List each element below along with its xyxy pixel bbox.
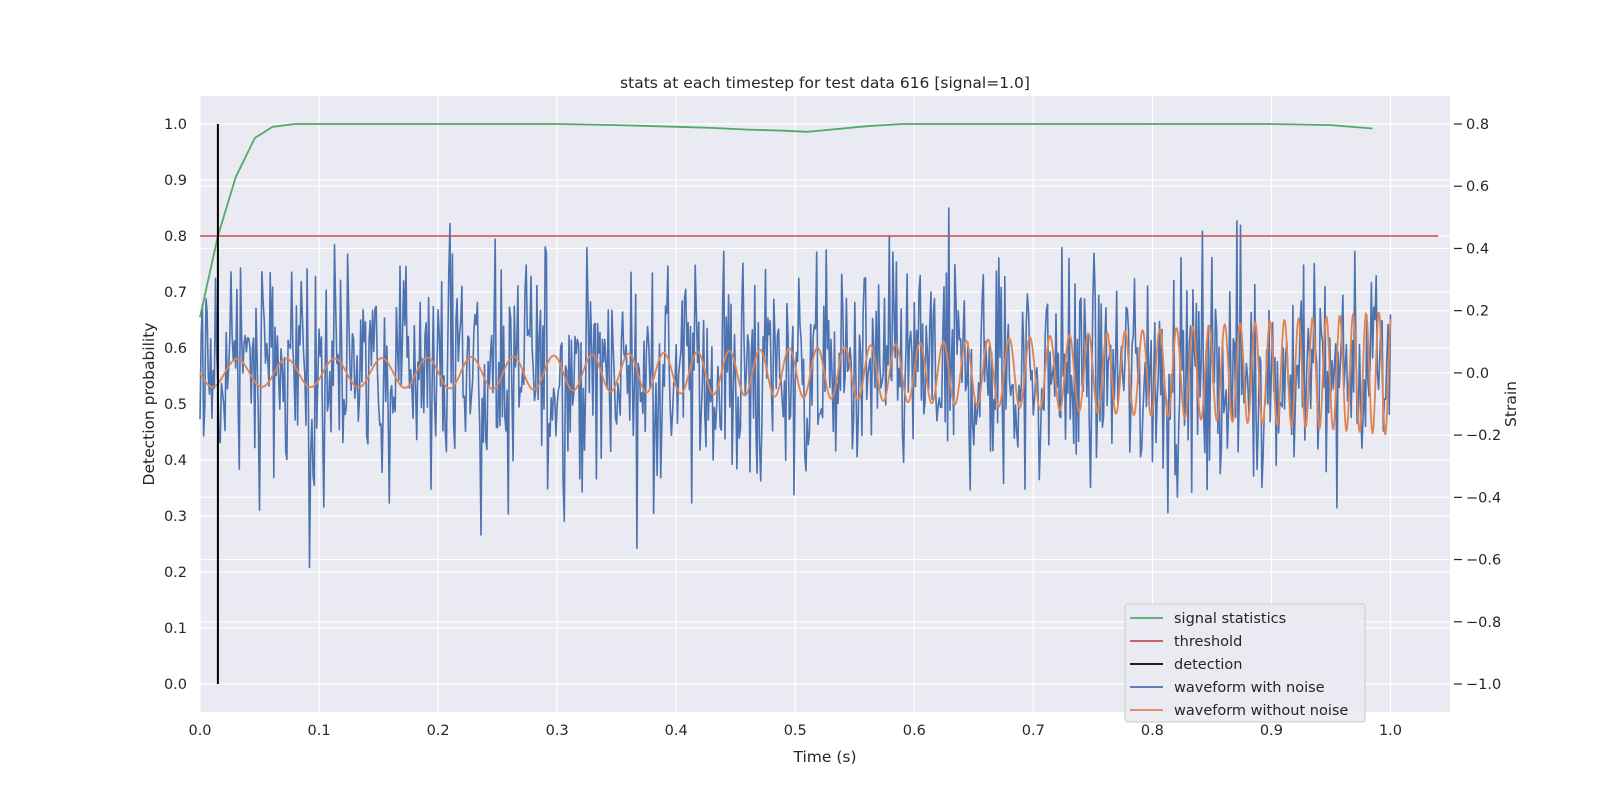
legend-label: waveform with noise (1174, 680, 1325, 696)
y2-tick-label: −0.4 (1466, 490, 1501, 506)
y2-tick-label: 0.6 (1466, 179, 1489, 195)
y-tick-label: 0.3 (164, 509, 187, 525)
legend-label: waveform without noise (1174, 703, 1348, 719)
y-axis-title: Detection probability (140, 323, 158, 486)
y-tick-label: 0.6 (164, 341, 187, 357)
y2-tick-label: −0.6 (1466, 553, 1501, 569)
chart-title: stats at each timestep for test data 616… (620, 74, 1030, 92)
y2-tick-label: −0.2 (1466, 428, 1501, 444)
x-tick-label: 0.8 (1141, 723, 1164, 739)
legend: signal statistics threshold detection wavef… (1124, 603, 1366, 723)
x-tick-label: 0.2 (427, 723, 450, 739)
y-tick-label: 0.7 (164, 285, 187, 301)
x-tick-label: 0.0 (188, 723, 211, 739)
series-waveform-with-noise (199, 207, 1392, 569)
legend-box (1124, 603, 1366, 723)
y-tick-label: 0.9 (164, 173, 187, 189)
x-tick-label: 0.4 (665, 723, 688, 739)
x-tick-label: 0.6 (903, 723, 926, 739)
x-tick-label: 0.3 (546, 723, 569, 739)
x-axis: 0.0 0.1 0.2 0.3 0.4 0.5 0.6 0.7 0.8 0.9 1.0 (188, 723, 1402, 739)
series-layer (199, 123, 1439, 684)
x-tick-label: 0.1 (308, 723, 331, 739)
y-tick-label: 1.0 (164, 117, 187, 133)
y-tick-label: 0.0 (164, 677, 187, 693)
y2-tick-label: 0.4 (1466, 241, 1489, 257)
y-tick-label: 0.8 (164, 229, 187, 245)
x-tick-label: 0.5 (784, 723, 807, 739)
y2-tick-label: 0.2 (1466, 304, 1489, 320)
y2-tick-label: −0.8 (1466, 615, 1501, 631)
y-axis-left: 0.0 0.1 0.2 0.3 0.4 0.5 0.6 0.7 0.8 0.9 1.0 (164, 117, 187, 693)
legend-label: threshold (1174, 634, 1242, 650)
y-tick-label: 0.1 (164, 621, 187, 637)
y2-tick-label: 0.0 (1466, 366, 1489, 382)
y2-axis-title: Strain (1502, 381, 1520, 427)
series-waveform-without-noise (199, 311, 1392, 436)
legend-label: detection (1174, 657, 1242, 673)
x-axis-title: Time (s) (792, 748, 856, 766)
series-signal-statistics (199, 123, 1373, 318)
x-tick-label: 0.9 (1260, 723, 1283, 739)
y2-tick-label: 0.8 (1466, 117, 1489, 133)
y2-tick-label: −1.0 (1466, 677, 1501, 693)
y-tick-label: 0.5 (164, 397, 187, 413)
x-tick-label: 1.0 (1379, 723, 1402, 739)
y-tick-label: 0.2 (164, 565, 187, 581)
x-tick-label: 0.7 (1022, 723, 1045, 739)
y-axis-right: −1.0 −0.8 −0.6 −0.4 −0.2 0.0 0.2 0.4 0.6 0.8 (1454, 117, 1501, 693)
y-tick-label: 0.4 (164, 453, 187, 469)
legend-label: signal statistics (1174, 611, 1286, 627)
